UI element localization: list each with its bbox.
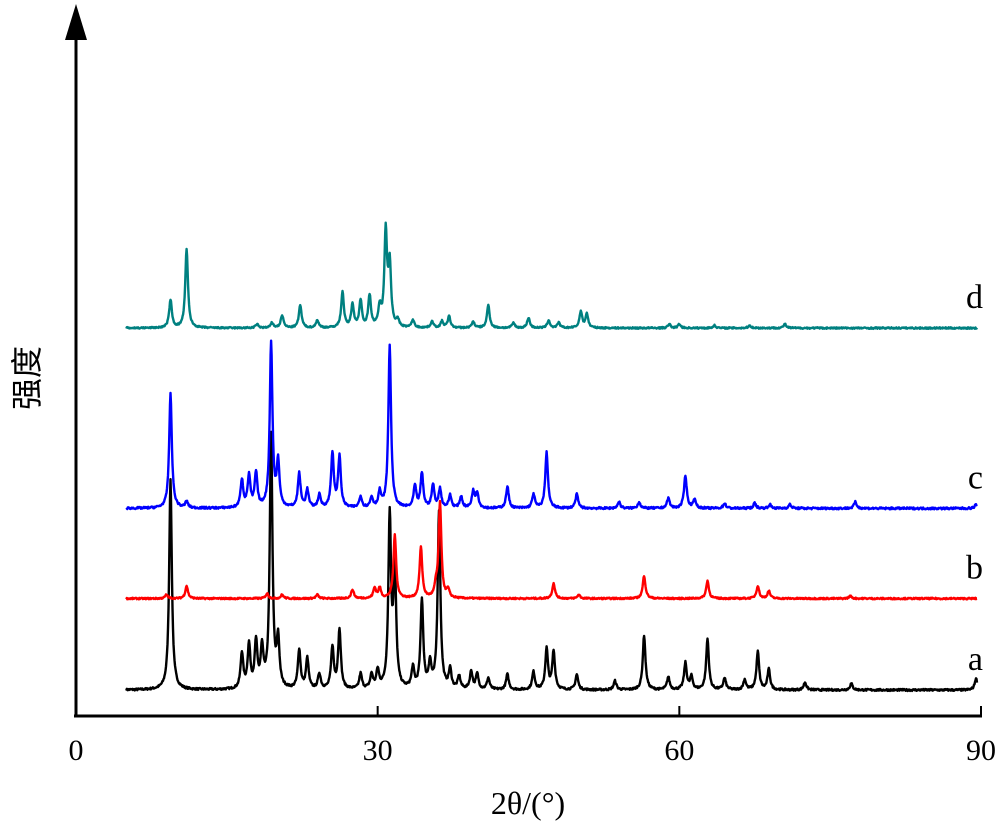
x-tick-label: 30 <box>363 734 393 767</box>
series-line-a <box>125 430 979 693</box>
x-tick-label: 60 <box>664 734 694 767</box>
series-line-d <box>125 221 979 330</box>
series-label-d: d <box>966 279 983 316</box>
series-group: a b c d <box>125 221 983 693</box>
y-axis-title: 强度 <box>8 346 46 410</box>
x-axis-ticks: 0 30 60 90 <box>69 706 996 767</box>
series-line-b <box>125 499 978 601</box>
x-tick-label: 90 <box>966 734 996 767</box>
series-label-c: c <box>968 459 983 496</box>
series-label-b: b <box>966 550 983 587</box>
x-tick-label: 0 <box>69 734 84 767</box>
x-axis-title: 2θ/(°) <box>491 785 565 821</box>
series-line-c <box>125 339 978 511</box>
y-axis-arrow-icon <box>65 4 87 40</box>
series-label-a: a <box>968 641 983 678</box>
